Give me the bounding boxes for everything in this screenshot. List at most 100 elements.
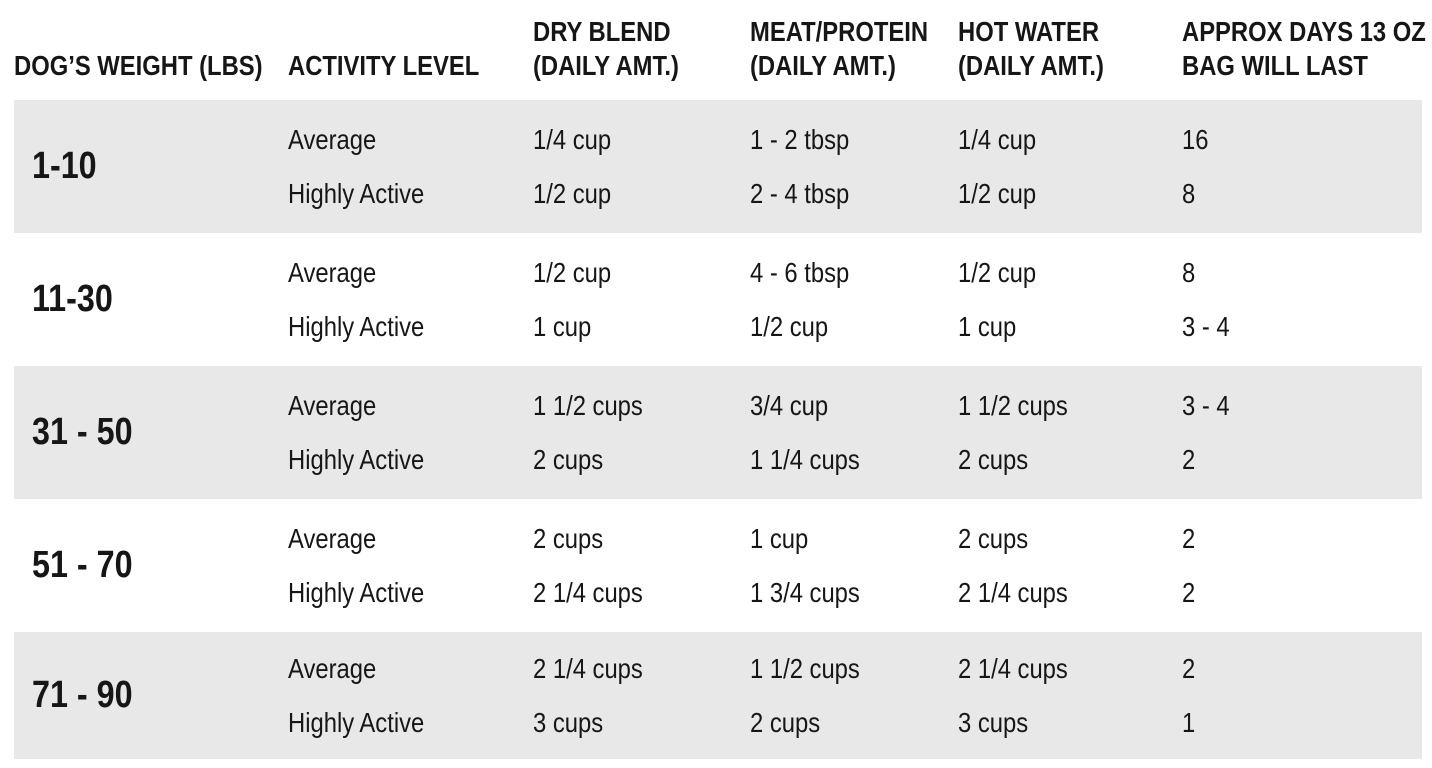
weight-range: 11-30: [32, 278, 113, 320]
days-cell: 2 2: [1182, 499, 1422, 632]
hot-water-value: 1/2 cup: [958, 177, 1037, 209]
hot-water-value: 3 cups: [958, 706, 1029, 738]
hot-water-cell: 1/2 cup 1 cup: [958, 233, 1182, 366]
days-cell: 8 3 - 4: [1182, 233, 1422, 366]
weight-range: 51 - 70: [32, 544, 133, 586]
days-value: 2: [1182, 576, 1196, 608]
dry-blend-value: 1/2 cup: [533, 256, 612, 288]
activity-level-value: Average: [288, 652, 377, 684]
hot-water-value: 2 cups: [958, 443, 1029, 475]
activity-level-cell: Average Highly Active: [288, 233, 533, 366]
meat-protein-value: 1 - 2 tbsp: [750, 123, 850, 155]
days-value: 16: [1182, 123, 1209, 155]
activity-level-value: Highly Active: [288, 310, 425, 342]
table-row: 51 - 70 Average Highly Active 2 cups 2 1…: [14, 499, 1422, 632]
column-header-label: APPROX DAYS 13 OZ: [1182, 16, 1426, 47]
days-value: 2: [1182, 652, 1196, 684]
dry-blend-value: 1/4 cup: [533, 123, 612, 155]
weight-range: 31 - 50: [32, 411, 133, 453]
dry-blend-cell: 2 cups 2 1/4 cups: [533, 499, 750, 632]
activity-level-cell: Average Highly Active: [288, 632, 533, 759]
activity-level-value: Average: [288, 256, 377, 288]
activity-level-value: Average: [288, 123, 377, 155]
column-header-meat-protein: MEAT/PROTEIN (DAILY AMT.): [750, 0, 958, 100]
meat-protein-value: 1/2 cup: [750, 310, 829, 342]
meat-protein-value: 1 1/4 cups: [750, 443, 860, 475]
column-header-label: DRY BLEND: [533, 16, 671, 47]
activity-level-value: Average: [288, 389, 377, 421]
dry-blend-cell: 1/4 cup 1/2 cup: [533, 100, 750, 233]
table-row: 11-30 Average Highly Active 1/2 cup 1 cu…: [14, 233, 1422, 366]
dry-blend-value: 2 cups: [533, 522, 604, 554]
weight-range-cell: 31 - 50: [14, 366, 288, 499]
days-value: 8: [1182, 256, 1196, 288]
hot-water-cell: 2 cups 2 1/4 cups: [958, 499, 1182, 632]
dry-blend-value: 1 cup: [533, 310, 592, 342]
table-row: 31 - 50 Average Highly Active 1 1/2 cups…: [14, 366, 1422, 499]
table-header: DOG’S WEIGHT (LBS) ACTIVITY LEVEL DRY BL…: [14, 0, 1426, 100]
table-row: 1-10 Average Highly Active 1/4 cup 1/2 c…: [14, 100, 1422, 233]
column-header-sublabel: BAG WILL LAST: [1182, 50, 1368, 81]
meat-protein-cell: 1 1/2 cups 2 cups: [750, 632, 958, 759]
weight-range: 71 - 90: [32, 674, 133, 716]
column-header-sublabel: (DAILY AMT.): [750, 50, 896, 81]
days-value: 2: [1182, 443, 1196, 475]
meat-protein-cell: 3/4 cup 1 1/4 cups: [750, 366, 958, 499]
column-header-label: MEAT/PROTEIN: [750, 16, 929, 47]
column-header-sublabel: (DAILY AMT.): [958, 50, 1104, 81]
hot-water-value: 2 1/4 cups: [958, 652, 1068, 684]
days-value: 3 - 4: [1182, 310, 1230, 342]
days-value: 1: [1182, 706, 1196, 738]
days-cell: 3 - 4 2: [1182, 366, 1422, 499]
hot-water-value: 1/2 cup: [958, 256, 1037, 288]
days-cell: 2 1: [1182, 632, 1422, 759]
column-header-sublabel: (DAILY AMT.): [533, 50, 679, 81]
activity-level-value: Highly Active: [288, 706, 425, 738]
hot-water-cell: 1 1/2 cups 2 cups: [958, 366, 1182, 499]
meat-protein-value: 1 1/2 cups: [750, 652, 860, 684]
hot-water-value: 1 1/2 cups: [958, 389, 1068, 421]
activity-level-value: Highly Active: [288, 177, 425, 209]
column-header-days: APPROX DAYS 13 OZ BAG WILL LAST: [1182, 0, 1426, 100]
column-header-activity: ACTIVITY LEVEL: [288, 0, 533, 100]
weight-range-cell: 71 - 90: [14, 632, 288, 759]
column-header-hot-water: HOT WATER (DAILY AMT.): [958, 0, 1182, 100]
column-header-label: DOG’S WEIGHT (LBS): [14, 50, 263, 81]
column-header-label: HOT WATER: [958, 16, 1100, 47]
hot-water-value: 2 1/4 cups: [958, 576, 1068, 608]
activity-level-cell: Average Highly Active: [288, 366, 533, 499]
days-value: 3 - 4: [1182, 389, 1230, 421]
hot-water-value: 1 cup: [958, 310, 1017, 342]
dry-blend-value: 2 1/4 cups: [533, 576, 643, 608]
meat-protein-value: 3/4 cup: [750, 389, 829, 421]
hot-water-value: 1/4 cup: [958, 123, 1037, 155]
activity-level-value: Highly Active: [288, 443, 425, 475]
weight-range-cell: 51 - 70: [14, 499, 288, 632]
column-header-label: ACTIVITY LEVEL: [288, 50, 480, 81]
days-cell: 16 8: [1182, 100, 1422, 233]
dry-blend-value: 2 cups: [533, 443, 604, 475]
meat-protein-cell: 4 - 6 tbsp 1/2 cup: [750, 233, 958, 366]
hot-water-value: 2 cups: [958, 522, 1029, 554]
hot-water-cell: 2 1/4 cups 3 cups: [958, 632, 1182, 759]
activity-level-value: Highly Active: [288, 576, 425, 608]
dry-blend-value: 1/2 cup: [533, 177, 612, 209]
weight-range-cell: 11-30: [14, 233, 288, 366]
dry-blend-cell: 1/2 cup 1 cup: [533, 233, 750, 366]
meat-protein-value: 2 - 4 tbsp: [750, 177, 850, 209]
table-row: 71 - 90 Average Highly Active 2 1/4 cups…: [14, 632, 1422, 759]
dry-blend-value: 2 1/4 cups: [533, 652, 643, 684]
dry-blend-cell: 2 1/4 cups 3 cups: [533, 632, 750, 759]
weight-range-cell: 1-10: [14, 100, 288, 233]
hot-water-cell: 1/4 cup 1/2 cup: [958, 100, 1182, 233]
meat-protein-cell: 1 - 2 tbsp 2 - 4 tbsp: [750, 100, 958, 233]
dry-blend-value: 3 cups: [533, 706, 604, 738]
column-header-weight: DOG’S WEIGHT (LBS): [14, 0, 288, 100]
activity-level-cell: Average Highly Active: [288, 100, 533, 233]
meat-protein-value: 4 - 6 tbsp: [750, 256, 850, 288]
dry-blend-cell: 1 1/2 cups 2 cups: [533, 366, 750, 499]
weight-range: 1-10: [32, 145, 97, 187]
days-value: 2: [1182, 522, 1196, 554]
meat-protein-value: 1 3/4 cups: [750, 576, 860, 608]
